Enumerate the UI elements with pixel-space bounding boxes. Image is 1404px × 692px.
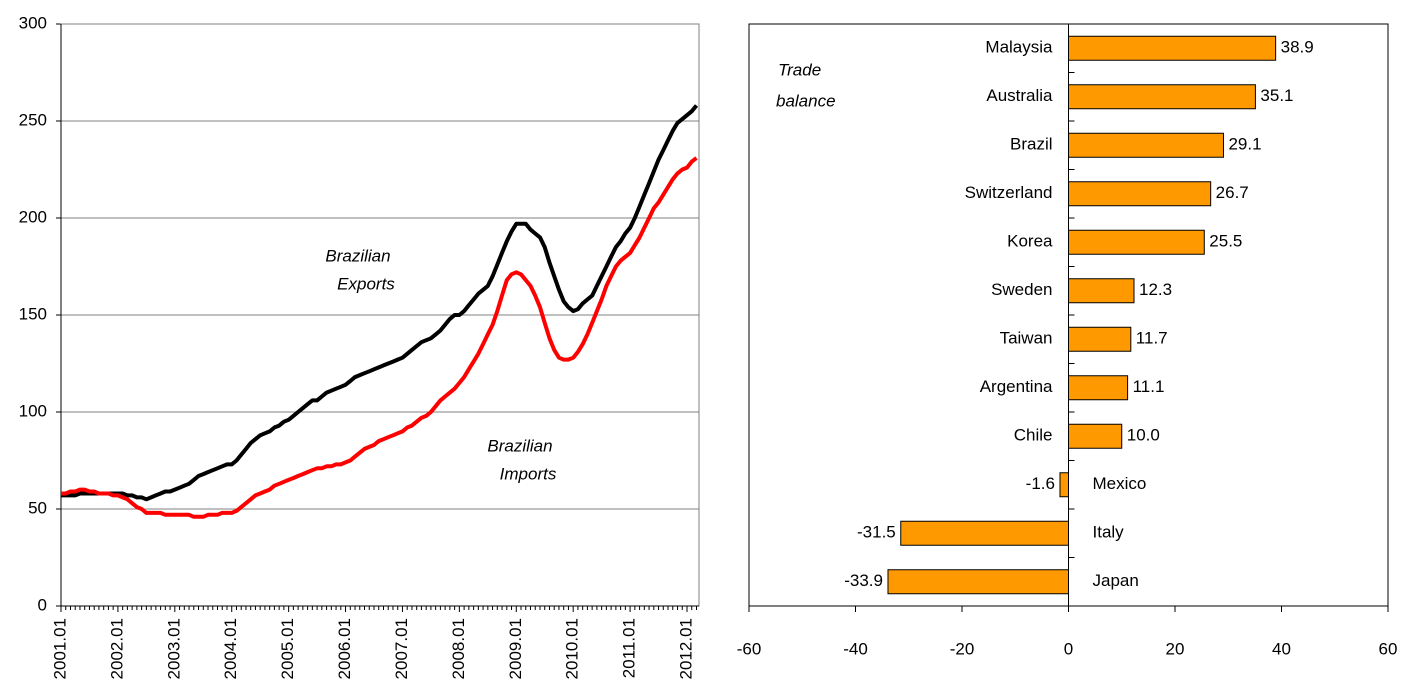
x-tick-label: 2008.01 [449, 618, 468, 679]
value-label: 38.9 [1281, 38, 1314, 57]
value-label: 29.1 [1228, 135, 1261, 154]
value-label: 12.3 [1139, 280, 1172, 299]
bar [1068, 229, 1205, 255]
x-tick-label: 20 [1166, 639, 1185, 658]
x-tick-label: 2003.01 [164, 618, 183, 679]
annotation: Brazilian [487, 436, 552, 455]
series-line [61, 104, 699, 502]
bar [1068, 423, 1123, 449]
value-label: 11.7 [1136, 329, 1168, 348]
x-tick-label: 2009.01 [506, 618, 525, 679]
annotation: balance [776, 91, 836, 110]
category-label: Switzerland [965, 183, 1053, 202]
category-label: Taiwan [1000, 329, 1053, 348]
annotation: Imports [500, 464, 557, 483]
y-tick-label: 150 [19, 304, 47, 323]
x-tick-label: 2006.01 [335, 618, 354, 679]
x-tick-label: -20 [950, 639, 975, 658]
y-tick-label: 200 [19, 207, 47, 226]
annotation: Brazilian [325, 246, 390, 265]
category-label: Brazil [1010, 135, 1053, 154]
bar [900, 520, 1070, 546]
x-tick-label: 2011.01 [620, 618, 639, 678]
x-tick-label: 2002.01 [107, 618, 126, 679]
value-label: 11.1 [1133, 377, 1165, 396]
x-tick-label: -60 [737, 639, 762, 658]
x-tick-label: 2004.01 [221, 618, 240, 679]
category-label: Japan [1093, 571, 1139, 590]
value-label: -1.6 [1026, 474, 1055, 493]
bar [1068, 35, 1277, 61]
bar [1068, 181, 1212, 207]
x-tick-label: 60 [1379, 639, 1398, 658]
bar [1059, 472, 1069, 498]
category-label: Sweden [991, 280, 1052, 299]
category-label: Malaysia [985, 38, 1053, 57]
value-label: 35.1 [1260, 86, 1293, 105]
bar [887, 569, 1069, 595]
bar [1068, 84, 1256, 110]
x-tick-label: 2012.01 [676, 618, 695, 679]
value-label: -31.5 [857, 523, 896, 542]
category-label: Argentina [980, 377, 1053, 396]
x-tick-label: 40 [1272, 639, 1291, 658]
category-label: Australia [986, 86, 1053, 105]
y-tick-label: 50 [28, 498, 47, 517]
bar [1068, 326, 1132, 352]
bar [1068, 375, 1129, 401]
value-label: 10.0 [1127, 426, 1160, 445]
x-tick-label: 2005.01 [278, 618, 297, 679]
bar [1068, 278, 1135, 304]
x-tick-label: -40 [843, 639, 868, 658]
series-line [61, 156, 698, 519]
y-tick-label: 250 [19, 110, 47, 129]
value-label: -33.9 [844, 571, 883, 590]
category-label: Korea [1007, 232, 1053, 251]
annotation: Trade [778, 60, 821, 79]
y-tick-label: 0 [38, 595, 47, 614]
annotation: Exports [337, 274, 395, 293]
category-label: Italy [1093, 523, 1125, 542]
y-tick-label: 300 [19, 13, 47, 32]
y-tick-label: 100 [19, 401, 47, 420]
bar [1068, 132, 1224, 158]
x-tick-label: 2001.01 [50, 618, 69, 679]
category-label: Mexico [1093, 474, 1147, 493]
value-label: 25.5 [1209, 232, 1242, 251]
x-tick-label: 0 [1064, 639, 1073, 658]
x-tick-label: 2007.01 [392, 618, 411, 679]
value-label: 26.7 [1216, 183, 1249, 202]
category-label: Chile [1014, 426, 1053, 445]
x-tick-label: 2010.01 [563, 618, 582, 679]
